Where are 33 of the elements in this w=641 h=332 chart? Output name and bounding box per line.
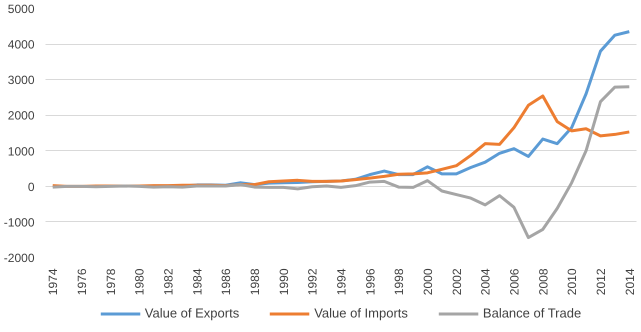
y-tick-label: -1000 <box>4 215 35 230</box>
x-tick-label: 1976 <box>75 268 90 296</box>
y-tick-label: 1000 <box>8 144 35 158</box>
y-tick-label: 0 <box>28 180 35 194</box>
x-tick-label: 1974 <box>46 268 60 296</box>
x-tick-label: 1984 <box>190 268 204 296</box>
legend-label: Value of Imports <box>314 306 408 320</box>
x-tick-label: 1988 <box>248 268 262 296</box>
x-tick-label: 2006 <box>507 268 522 296</box>
line-series <box>51 85 631 240</box>
x-tick-label: 1990 <box>276 268 291 296</box>
x-tick-label: 2000 <box>420 268 435 296</box>
y-tick-label: 3000 <box>8 73 35 88</box>
x-tick-label: 1992 <box>306 268 320 296</box>
x-tick-label: 2010 <box>565 268 580 296</box>
x-tick-label: 1998 <box>392 268 406 296</box>
y-tick-label: 4000 <box>8 38 35 52</box>
x-tick-label: 2002 <box>450 268 464 296</box>
x-tick-label: 1982 <box>162 268 176 296</box>
y-tick-label: 5000 <box>8 2 35 16</box>
x-tick-label: 1978 <box>104 268 118 296</box>
legend-label: Balance of Trade <box>482 306 582 320</box>
x-tick-label: 2012 <box>594 268 608 296</box>
x-tick-label: 2004 <box>478 268 493 296</box>
y-tick-label: 2000 <box>8 108 35 123</box>
x-tick-label: 1986 <box>219 268 234 296</box>
x-tick-label: 1994 <box>334 268 348 296</box>
x-tick-label: 2014 <box>622 268 637 296</box>
x-tick-label: 1996 <box>363 268 378 296</box>
x-tick-label: 2008 <box>536 268 550 296</box>
y-tick-label: -2000 <box>4 251 35 265</box>
legend-label: Value of Exports <box>144 306 240 320</box>
x-tick-label: 1980 <box>132 268 147 296</box>
